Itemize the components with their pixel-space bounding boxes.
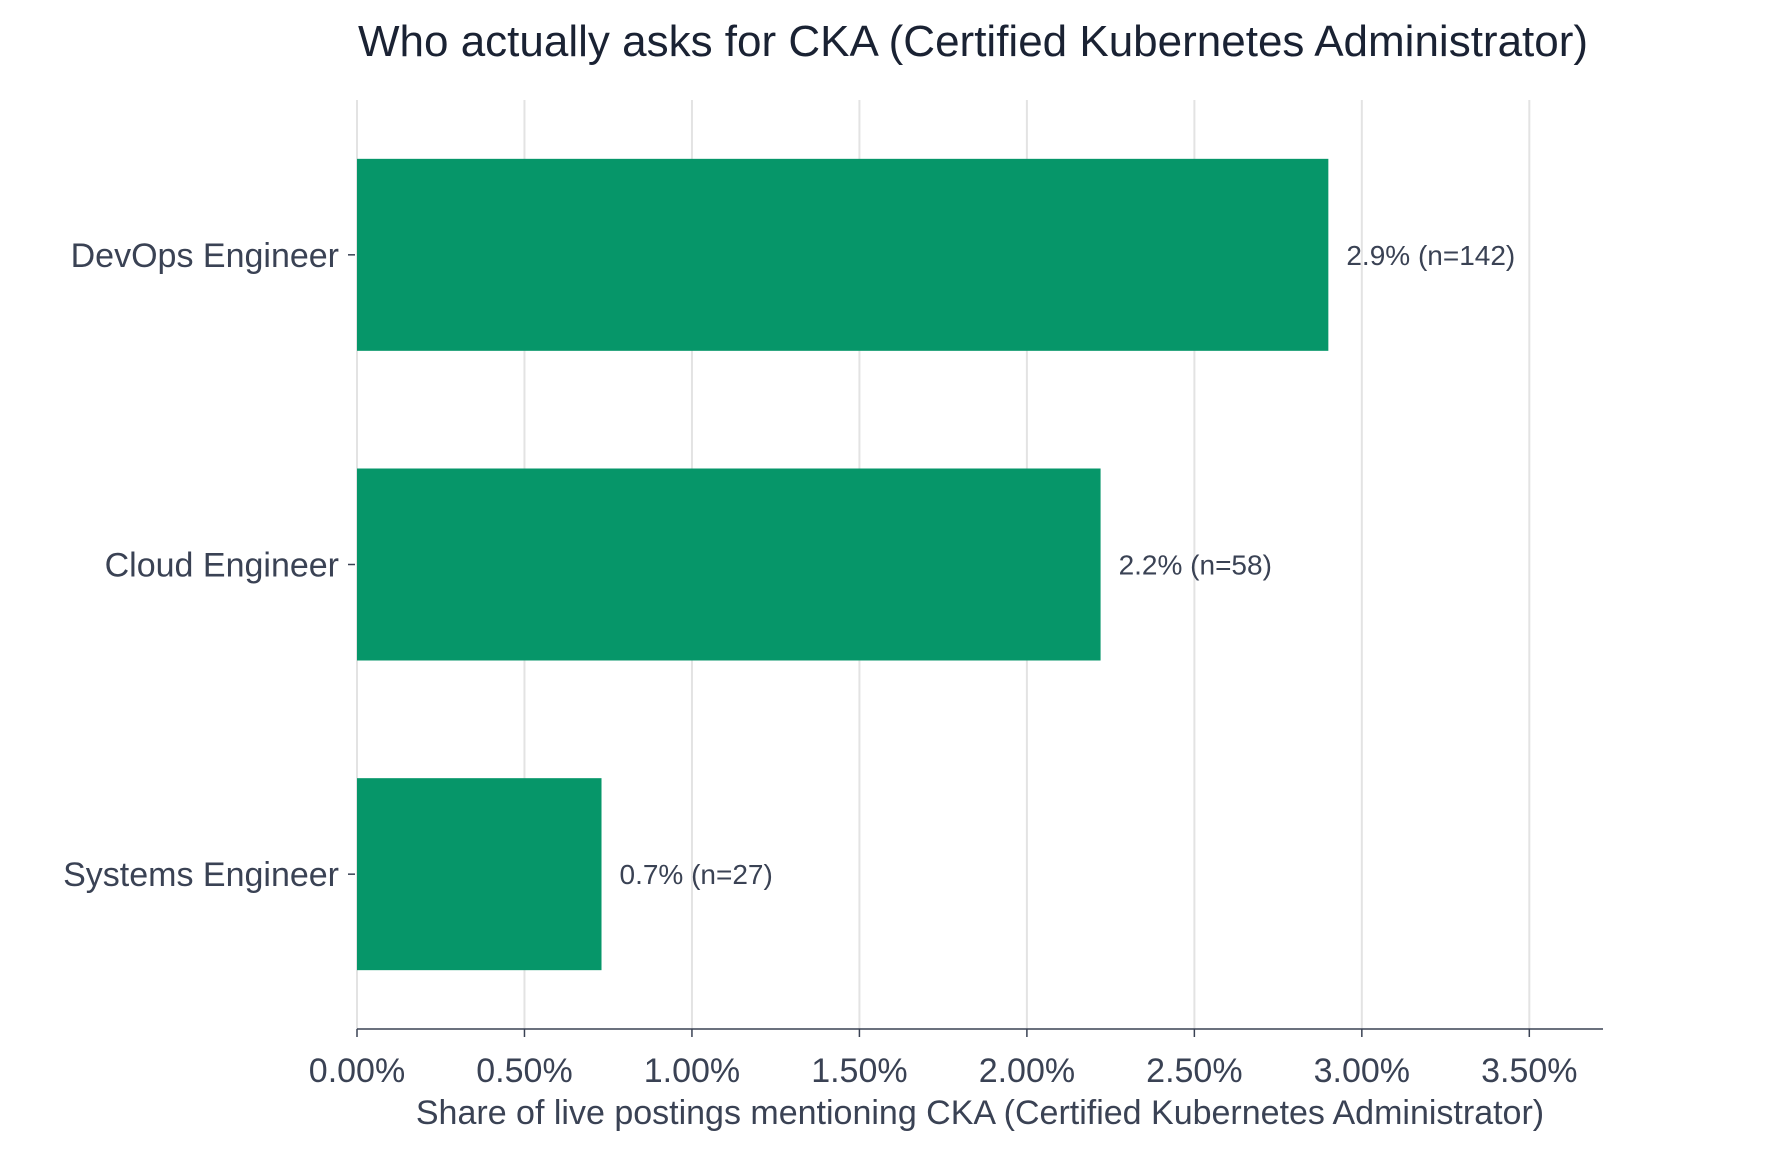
bar-layer — [357, 158, 1329, 971]
bar — [357, 778, 602, 971]
category-label: Systems Engineer — [63, 856, 339, 894]
bar — [357, 158, 1329, 351]
axis-layer: 0.00% 0.50% 1.00% 1.50% 2.00% 2.50% 3.00% 3.50% — [309, 254, 1603, 1090]
category-label: Cloud Engineer — [105, 547, 339, 585]
x-tick-label: 2.50% — [1146, 1052, 1242, 1090]
chart-title: Who actually asks for CKA (Certified Kub… — [358, 17, 1588, 66]
x-tick-label: 3.50% — [1481, 1052, 1577, 1090]
x-axis-title: Share of live postings mentioning CKA (C… — [416, 1094, 1544, 1132]
label-layer: DevOps Engineer 2.9% (n=142) Cloud Enginee… — [63, 237, 1515, 894]
category-label: DevOps Engineer — [71, 237, 339, 275]
bar-value-label: 0.7% (n=27) — [620, 859, 773, 890]
x-tick-label: 0.50% — [476, 1052, 572, 1090]
x-tick-label: 0.00% — [309, 1052, 405, 1090]
bar-value-label: 2.9% (n=142) — [1346, 240, 1515, 271]
x-tick-label: 1.50% — [811, 1052, 907, 1090]
x-tick-label: 1.00% — [644, 1052, 740, 1090]
bar — [357, 468, 1101, 661]
x-tick-label: 3.00% — [1314, 1052, 1410, 1090]
bar-value-label: 2.2% (n=58) — [1119, 550, 1272, 581]
x-tick-label: 2.00% — [979, 1052, 1075, 1090]
